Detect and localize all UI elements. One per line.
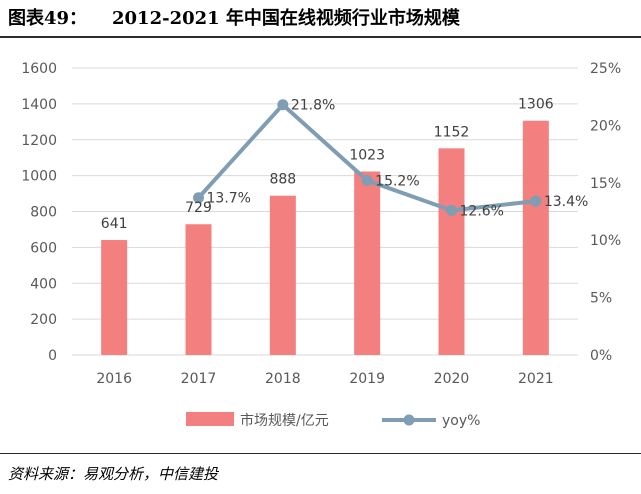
left-tick-label: 1000 [21, 169, 57, 185]
bar [269, 195, 296, 355]
x-tick-label: 2018 [265, 371, 301, 387]
legend-line-marker [403, 414, 415, 426]
bar-value-label: 1023 [349, 147, 385, 163]
bar-value-label: 641 [101, 216, 128, 232]
yoy-value-label: 12.6% [460, 203, 504, 219]
right-tick-label: 20% [590, 118, 621, 134]
left-tick-label: 400 [30, 276, 57, 292]
source-note: 资料来源：易观分析，中信建投 [8, 465, 219, 483]
bar [522, 120, 549, 355]
x-tick-label: 2019 [349, 371, 385, 387]
right-tick-label: 25% [590, 61, 621, 77]
yoy-marker [277, 99, 289, 111]
left-tick-label: 600 [30, 240, 57, 256]
bar-value-label: 1152 [434, 124, 470, 140]
legend-line-label: yoy% [442, 413, 480, 429]
yoy-marker [530, 195, 542, 207]
yoy-marker [193, 192, 204, 204]
yoy-marker [446, 204, 457, 216]
left-tick-label: 200 [30, 312, 57, 328]
x-tick-label: 2021 [518, 371, 554, 387]
left-tick-label: 1200 [21, 133, 57, 149]
right-tick-label: 5% [590, 291, 612, 307]
bar [354, 171, 381, 355]
chart-title-row: 图表49： 2012-2021 年中国在线视频行业市场规模 [8, 4, 633, 34]
left-tick-label: 0 [48, 348, 57, 364]
yoy-value-label: 13.7% [207, 191, 251, 207]
legend-bar-label: 市场规模/亿元 [240, 412, 329, 429]
chart: 641 729 888 1023 1152 1306 13.7% 21.8% 15.2% 12.6… [21, 61, 621, 429]
right-tick-label: 10% [590, 233, 621, 249]
yoy-marker [361, 175, 373, 187]
x-tick-label: 2016 [96, 371, 132, 387]
right-tick-label: 0% [590, 348, 612, 364]
left-tick-label: 1400 [21, 97, 57, 113]
chart-title: 2012-2021 年中国在线视频行业市场规模 [112, 8, 460, 29]
bar-value-label: 888 [269, 172, 296, 188]
bottom-rule [0, 453, 641, 454]
left-tick-label: 800 [30, 205, 57, 221]
bar-value-label: 729 [185, 200, 212, 216]
bar [438, 148, 465, 355]
bar [185, 224, 212, 355]
left-tick-label: 1600 [21, 61, 57, 77]
top-rule [0, 36, 641, 38]
x-tick-label: 2017 [181, 371, 217, 387]
yoy-value-label: 21.8% [291, 98, 335, 114]
x-tick-label: 2020 [434, 371, 470, 387]
yoy-value-label: 15.2% [375, 174, 419, 190]
yoy-value-label: 13.4% [544, 194, 588, 210]
figure-label: 图表49： [8, 8, 88, 29]
legend-bar-swatch [186, 412, 234, 426]
right-tick-label: 15% [590, 176, 621, 192]
bar [101, 240, 128, 355]
bar-value-label: 1306 [518, 97, 554, 113]
